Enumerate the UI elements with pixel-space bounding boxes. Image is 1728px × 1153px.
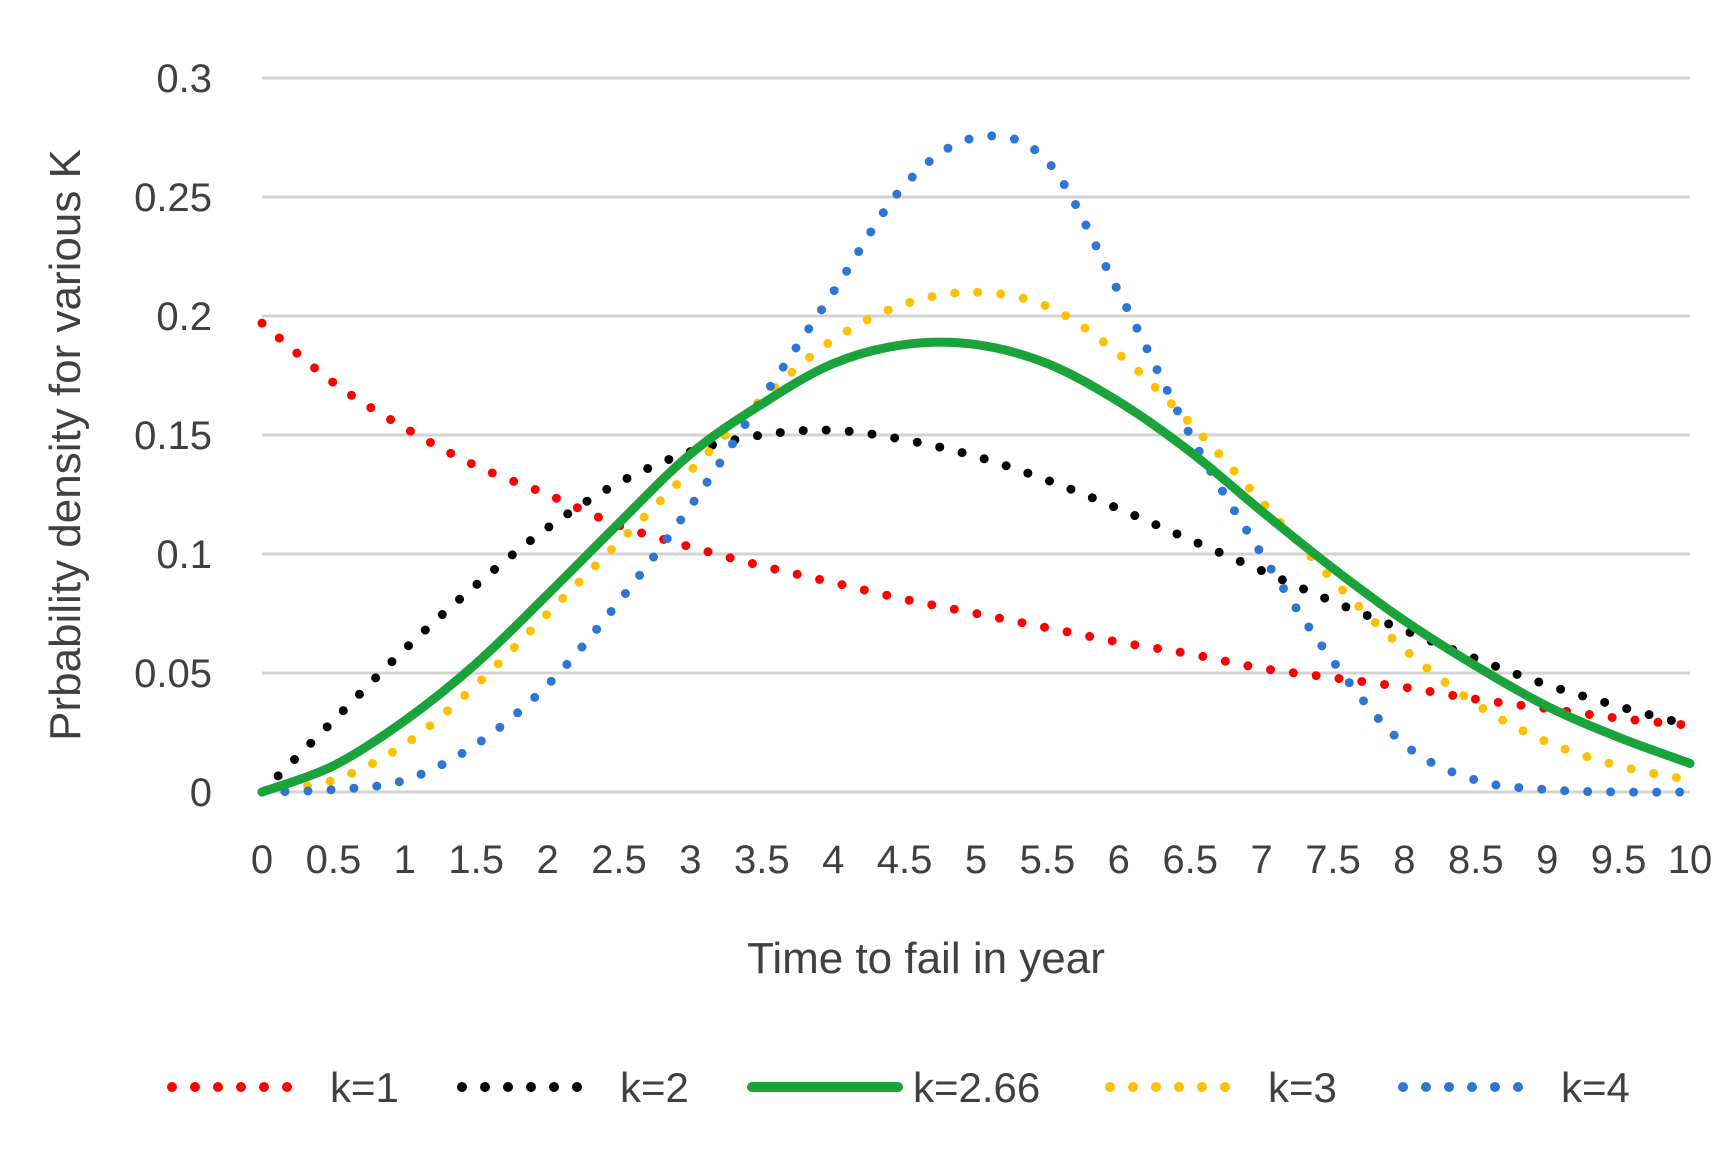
x-tick-label: 6.5 [1162,838,1218,882]
y-tick-label: 0.2 [156,295,212,339]
y-tick-label: 0.25 [134,176,212,220]
x-tick-label: 2 [536,838,558,882]
x-tick-label: 1 [394,838,416,882]
series-line-k-3 [257,287,1695,797]
x-tick-label: 5.5 [1020,838,1076,882]
series-line-k-1 [257,318,1695,730]
y-tick-label: 0.3 [156,57,212,101]
x-tick-label: 9.5 [1591,838,1647,882]
legend-label: k=4 [1561,1064,1630,1111]
x-tick-label: 3 [679,838,701,882]
y-tick-label: 0.1 [156,533,212,577]
legend-item: k=1 [167,1064,399,1111]
series-line-k-4 [257,131,1695,797]
y-tick-label: 0 [190,771,212,815]
y-axis-title: Prbability density for various K [41,149,90,741]
x-tick-label: 1.5 [448,838,504,882]
x-tick-label: 0 [251,838,273,882]
x-tick-label: 8 [1393,838,1415,882]
y-tick-labels: 0 0.05 0.1 0.15 0.2 0.25 0.3 [134,57,212,815]
x-tick-label: 8.5 [1448,838,1504,882]
series-line-k-2 [257,425,1695,797]
legend-label: k=1 [330,1064,399,1111]
series-line-k-2-66 [257,337,1695,797]
x-axis-title: Time to fail in year [747,934,1105,983]
y-tick-label: 0.05 [134,652,212,696]
x-tick-label: 4.5 [877,838,933,882]
legend-label: k=2.66 [913,1064,1040,1111]
y-tick-label: 0.15 [134,414,212,458]
legend-item: k=3 [1105,1064,1337,1111]
legend-label: k=3 [1268,1064,1337,1111]
x-tick-label: 9 [1536,838,1558,882]
x-tick-label: 3.5 [734,838,790,882]
legend-label: k=2 [620,1064,689,1111]
legend-item: k=2 [457,1064,689,1111]
x-tick-label: 10 [1668,838,1713,882]
x-tick-label: 6 [1108,838,1130,882]
legend-item: k=2.66 [747,1064,1040,1111]
x-tick-label: 7 [1250,838,1272,882]
legend: k=1 k=2 k=2.66 k=3 k=4 [167,1064,1630,1111]
legend-item: k=4 [1398,1064,1630,1111]
x-tick-label: 7.5 [1305,838,1361,882]
x-tick-label: 5 [965,838,987,882]
x-tick-labels: 0 0.5 1 1.5 2 2.5 3 3.5 4 4.5 5 5.5 6 6.5 7 7.5 8 8.5 9 9.5… [251,838,1712,882]
series-lines [257,131,1695,797]
gridlines [262,76,1690,794]
x-tick-label: 0.5 [306,838,362,882]
x-tick-label: 4 [822,838,844,882]
x-tick-label: 2.5 [591,838,647,882]
